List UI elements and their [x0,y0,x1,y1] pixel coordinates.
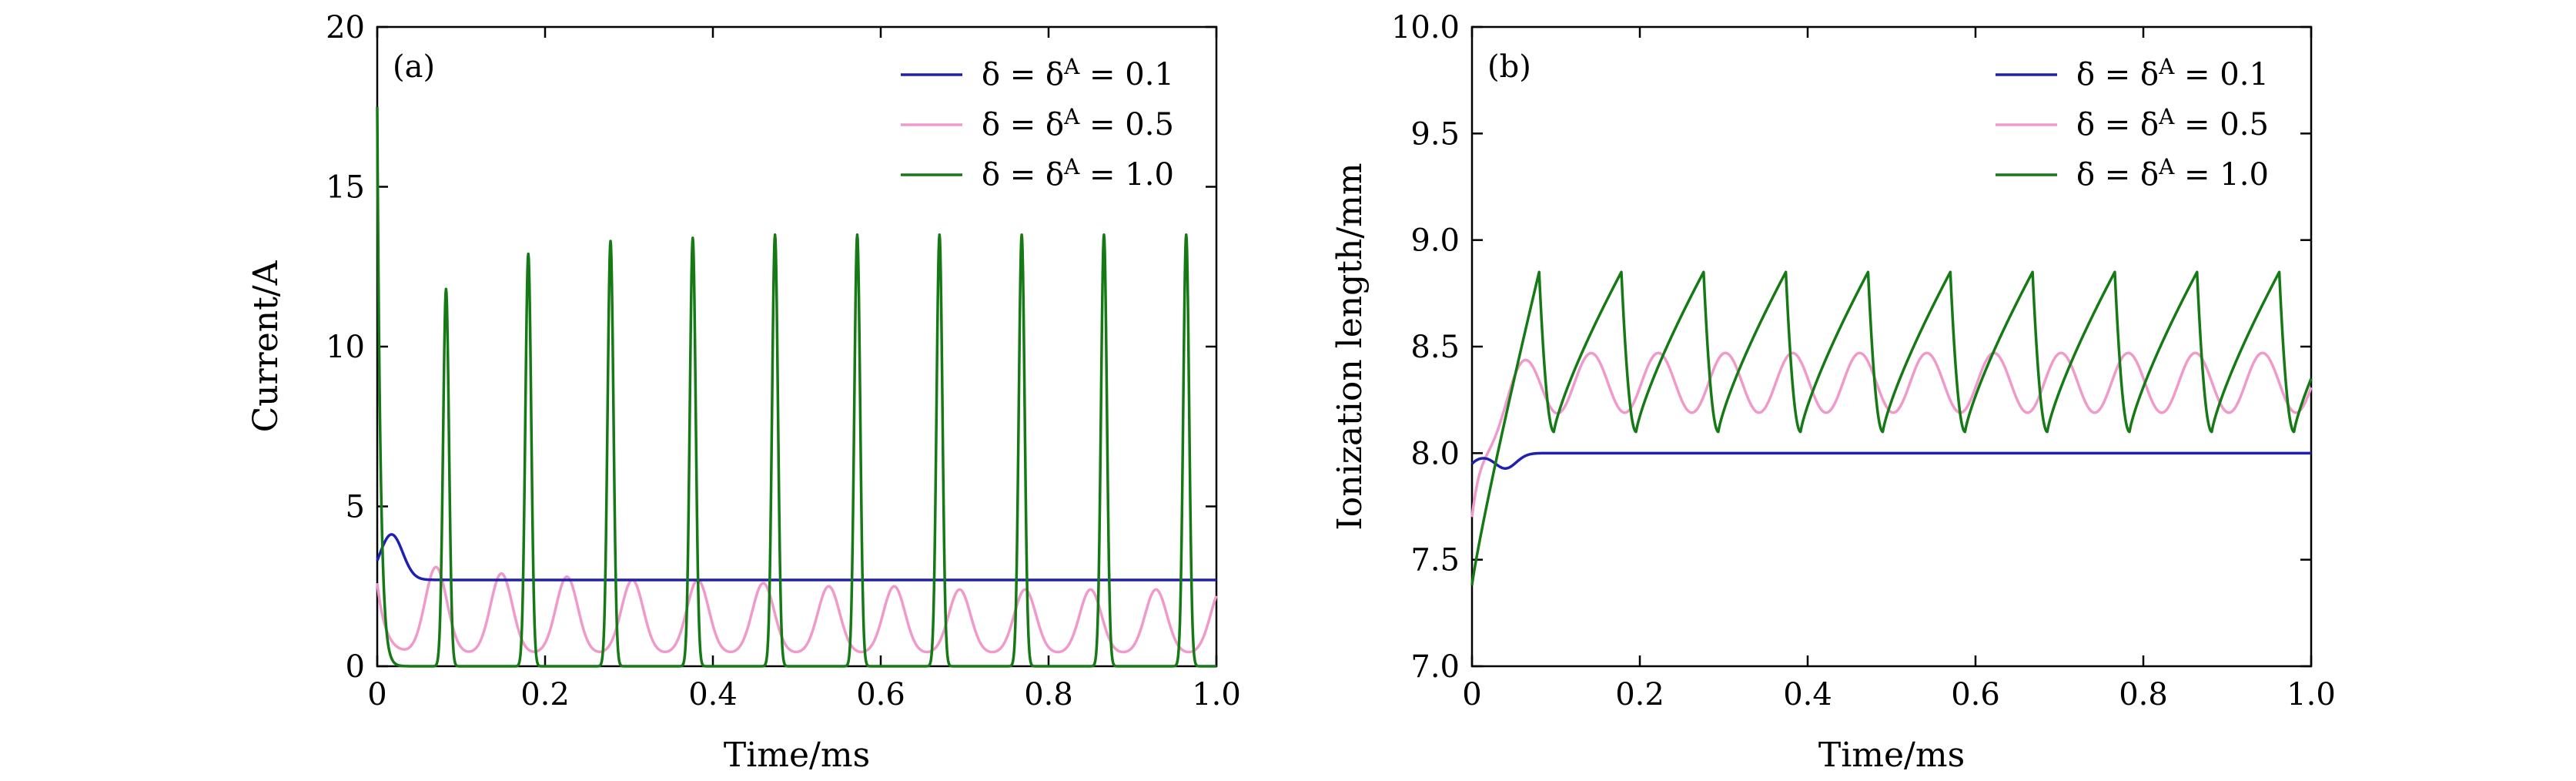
panel-a-xlabel: Time/ms [724,736,870,775]
panel-b-ylabel: Ionization length/mm [1330,163,1370,530]
y-tick-label: 9.5 [1410,116,1460,152]
series-line-a-0 [376,533,1218,582]
panel-a-ylabel: Current/A [246,260,286,432]
y-tick-label: 10.0 [1391,10,1460,45]
x-tick-label: 1.0 [2287,677,2336,712]
y-tick-label: 7.5 [1410,543,1460,578]
x-tick-label: 0.4 [1783,677,1832,712]
x-tick-label: 0.6 [856,677,905,712]
panel-b-legend: δ = δA = 0.1 δ = δA = 0.5 δ = δA = 1.0 [1996,54,2269,193]
panel-a-ticks: 0 0.2 0.4 0.6 0.8 1.0 0 5 10 15 20 [326,10,1241,712]
y-tick-label: 10 [326,330,365,365]
y-tick-label: 15 [326,170,365,206]
legend-label: δ = δA = 1.0 [2076,154,2269,193]
legend-label: δ = δA = 0.5 [982,104,1174,142]
legend-label: δ = δA = 0.1 [982,54,1174,92]
panel-a-series [376,106,1218,668]
x-tick-label: 0.8 [2119,677,2168,712]
legend-label: δ = δA = 1.0 [982,154,1174,193]
series-line-b-0 [1470,451,2313,470]
x-tick-label: 0 [1462,677,1481,712]
legend-label: δ = δA = 0.5 [2076,104,2269,142]
panel-b-tag: (b) [1487,49,1531,85]
panel-b-series [1470,270,2313,586]
series-line-b-2 [1470,270,2313,586]
x-tick-label: 0.4 [688,677,738,712]
legend-label: δ = δA = 0.1 [2076,54,2269,92]
panel-a: 0 0.2 0.4 0.6 0.8 1.0 0 5 10 15 20 (a) Time/ms Cur… [246,10,1241,775]
series-line-a-1 [376,565,1218,654]
panel-a-legend: δ = δA = 0.1 δ = δA = 0.5 δ = δA = 1.0 [901,54,1174,193]
y-tick-label: 5 [346,490,365,525]
panel-b-xlabel: Time/ms [1818,736,1965,775]
y-tick-label: 9.0 [1410,223,1460,259]
series-line-b-1 [1470,351,2313,518]
x-tick-label: 0.2 [520,677,570,712]
y-tick-label: 0 [346,649,365,685]
y-tick-label: 8.0 [1410,436,1460,471]
y-tick-label: 8.5 [1410,330,1460,365]
y-tick-label: 20 [326,10,365,45]
panel-b-ticks: 0 0.2 0.4 0.6 0.8 1.0 7.0 7.5 8.0 8.5 9.0 9.5 10.0 [1391,10,2336,712]
y-tick-label: 7.0 [1410,649,1460,685]
panel-a-tag: (a) [393,49,435,85]
x-tick-label: 0.8 [1024,677,1073,712]
x-tick-label: 0 [367,677,386,712]
panel-b: 0 0.2 0.4 0.6 0.8 1.0 7.0 7.5 8.0 8.5 9.0 9.5 10.0 (… [1330,10,2336,775]
x-tick-label: 1.0 [1192,677,1241,712]
x-tick-label: 0.6 [1951,677,2000,712]
x-tick-label: 0.2 [1615,677,1664,712]
series-line-a-2 [376,106,1218,668]
